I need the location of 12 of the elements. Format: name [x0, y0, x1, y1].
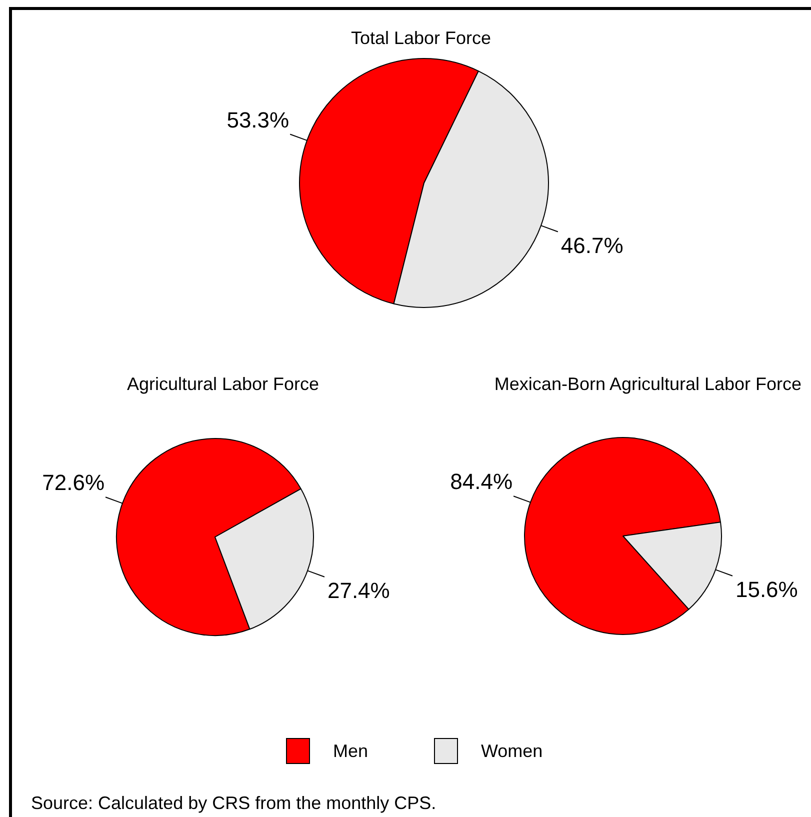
data-label: 27.4% — [327, 578, 390, 603]
source-note: Source: Calculated by CRS from the monthly CPS. — [31, 792, 436, 814]
legend-label: Men — [333, 740, 368, 762]
chart-title: Total Labor Force — [350, 27, 492, 49]
data-label: 15.6% — [735, 576, 798, 602]
data-label: 53.3% — [226, 107, 290, 132]
chart-title: Agricultural Labor Force — [126, 373, 320, 395]
data-label: 84.4% — [450, 469, 513, 494]
data-label: 46.7% — [560, 232, 624, 258]
data-label: 72.6% — [42, 470, 105, 496]
legend-label: Women — [481, 740, 543, 762]
chart-title: Mexican-Born Agricultural Labor Force — [494, 373, 802, 395]
